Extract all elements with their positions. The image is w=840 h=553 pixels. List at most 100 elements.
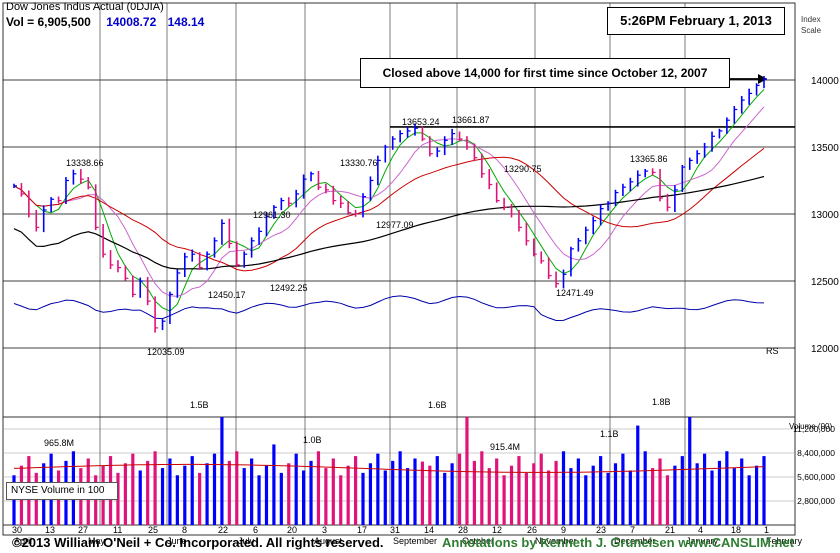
volume-bar (264, 465, 269, 525)
volume-readout: Vol = 6,905,500 (6, 15, 91, 29)
date-tick-label: 3 (322, 525, 327, 535)
date-tick-label: 11 (113, 525, 122, 535)
volume-bar (153, 451, 157, 525)
annotation-box: Closed above 14,000 for first time since… (360, 58, 730, 88)
volume-bar (398, 451, 402, 525)
price-tick-label: 13500 (811, 143, 839, 154)
volume-bar (183, 465, 187, 525)
volume-average-line (13, 463, 765, 473)
volume-bar (212, 453, 217, 525)
volume-tick-label: 8,400,000 (797, 448, 835, 458)
volume-bar (710, 470, 714, 525)
date-tick-label: 8 (182, 525, 187, 535)
volume-bar (465, 417, 469, 525)
volume-bar (472, 460, 476, 525)
date-tick-label: 6 (253, 525, 258, 535)
chart-labels: 12000 12500 13000 13500 14000 Volume (00)11,2… (12, 76, 839, 546)
volume-bar (725, 451, 729, 525)
date-tick-label: 21 (665, 525, 675, 535)
volume-bar (740, 458, 744, 525)
volume-bar (220, 417, 224, 525)
date-tick-label: 28 (458, 525, 468, 535)
volume-bar (532, 463, 536, 525)
volume-bar (205, 463, 209, 525)
volume-tick-label: 2,800,000 (797, 496, 835, 506)
date-tick-label: 27 (78, 525, 88, 535)
nyse-volume-label: NYSE Volume in 100 (6, 482, 118, 500)
date-tick-label: 9 (561, 525, 566, 535)
volume-bar (509, 465, 514, 525)
volume-bar (227, 460, 231, 525)
price-annotation: 13330.76 (340, 158, 378, 168)
volume-bar (636, 425, 640, 525)
volume-bar (324, 468, 328, 525)
volume-bar (146, 460, 150, 525)
volume-bar (287, 463, 291, 525)
timestamp-box: 5:26PM February 1, 2013 (607, 7, 785, 35)
volume-bar (279, 472, 283, 525)
month-label: September (393, 536, 437, 546)
scale-label-line1: Index (801, 15, 821, 24)
volume-bar (502, 475, 506, 525)
volume-bar (123, 463, 127, 525)
annotations-credit: Annotations by Kenneth J. Gruneisen www.… (442, 535, 794, 550)
volume-bar (628, 470, 632, 525)
month-label: May (88, 536, 106, 546)
volume-bar (680, 456, 684, 525)
volume-bar (160, 468, 165, 525)
date-tick-label: 22 (218, 525, 228, 535)
price-annotation: 12035.09 (147, 347, 185, 357)
volume-bar (643, 451, 647, 525)
volume-bar (754, 465, 759, 525)
volume-bar (591, 465, 595, 525)
volume-bar (420, 461, 425, 525)
date-tick-label: 13 (45, 525, 55, 535)
volume-bars (12, 417, 766, 525)
price-readout: 14008.72 (106, 15, 157, 29)
volume-bar (309, 460, 313, 525)
volume-bar (316, 451, 321, 525)
volume-bar (368, 463, 373, 525)
moving-averages (13, 89, 765, 322)
rs-line (13, 295, 765, 322)
volume-bar (391, 460, 395, 525)
volume-bar (353, 456, 358, 525)
volume-bar (12, 475, 16, 525)
price-annotation: 12471.49 (556, 288, 594, 298)
volume-axis-title: Volume (00) (789, 422, 832, 431)
volume-bar (487, 468, 491, 525)
volume-bar (651, 468, 655, 525)
volume-bar (257, 475, 261, 525)
date-tick-label: 18 (731, 525, 741, 535)
month-label: July (238, 536, 255, 546)
price-bars (13, 76, 767, 333)
copyright-text: ©2013 William O'Neil + Co. Incorporated.… (12, 535, 384, 550)
volume-bar (576, 458, 580, 525)
volume-annotation: 965.8M (44, 438, 74, 448)
volume-bar (190, 456, 194, 525)
volume-bar (272, 444, 276, 525)
volume-bar (383, 470, 387, 525)
volume-bar (673, 465, 677, 525)
volume-bar (495, 458, 499, 525)
volume-bar (584, 475, 588, 525)
month-label: April (14, 536, 32, 546)
price-annotation: 13338.66 (66, 158, 104, 168)
volume-bar (569, 468, 573, 525)
volume-bar (747, 475, 751, 525)
volume-bar (250, 458, 254, 525)
ma200-line (13, 175, 765, 270)
chart-title: Dow Jones Indus Actual (0DJIA) (6, 1, 164, 13)
volume-bar (561, 451, 566, 525)
price-tick-label: 13000 (811, 210, 839, 221)
volume-bar (138, 470, 142, 525)
volume-bar (339, 475, 343, 525)
volume-bar (688, 417, 692, 525)
volume-bar (517, 456, 521, 525)
price-annotation: 12961.30 (253, 210, 291, 220)
volume-bar (198, 472, 202, 525)
volume-bar (702, 453, 707, 525)
volume-tick-label: 11,200,000 (793, 424, 835, 434)
